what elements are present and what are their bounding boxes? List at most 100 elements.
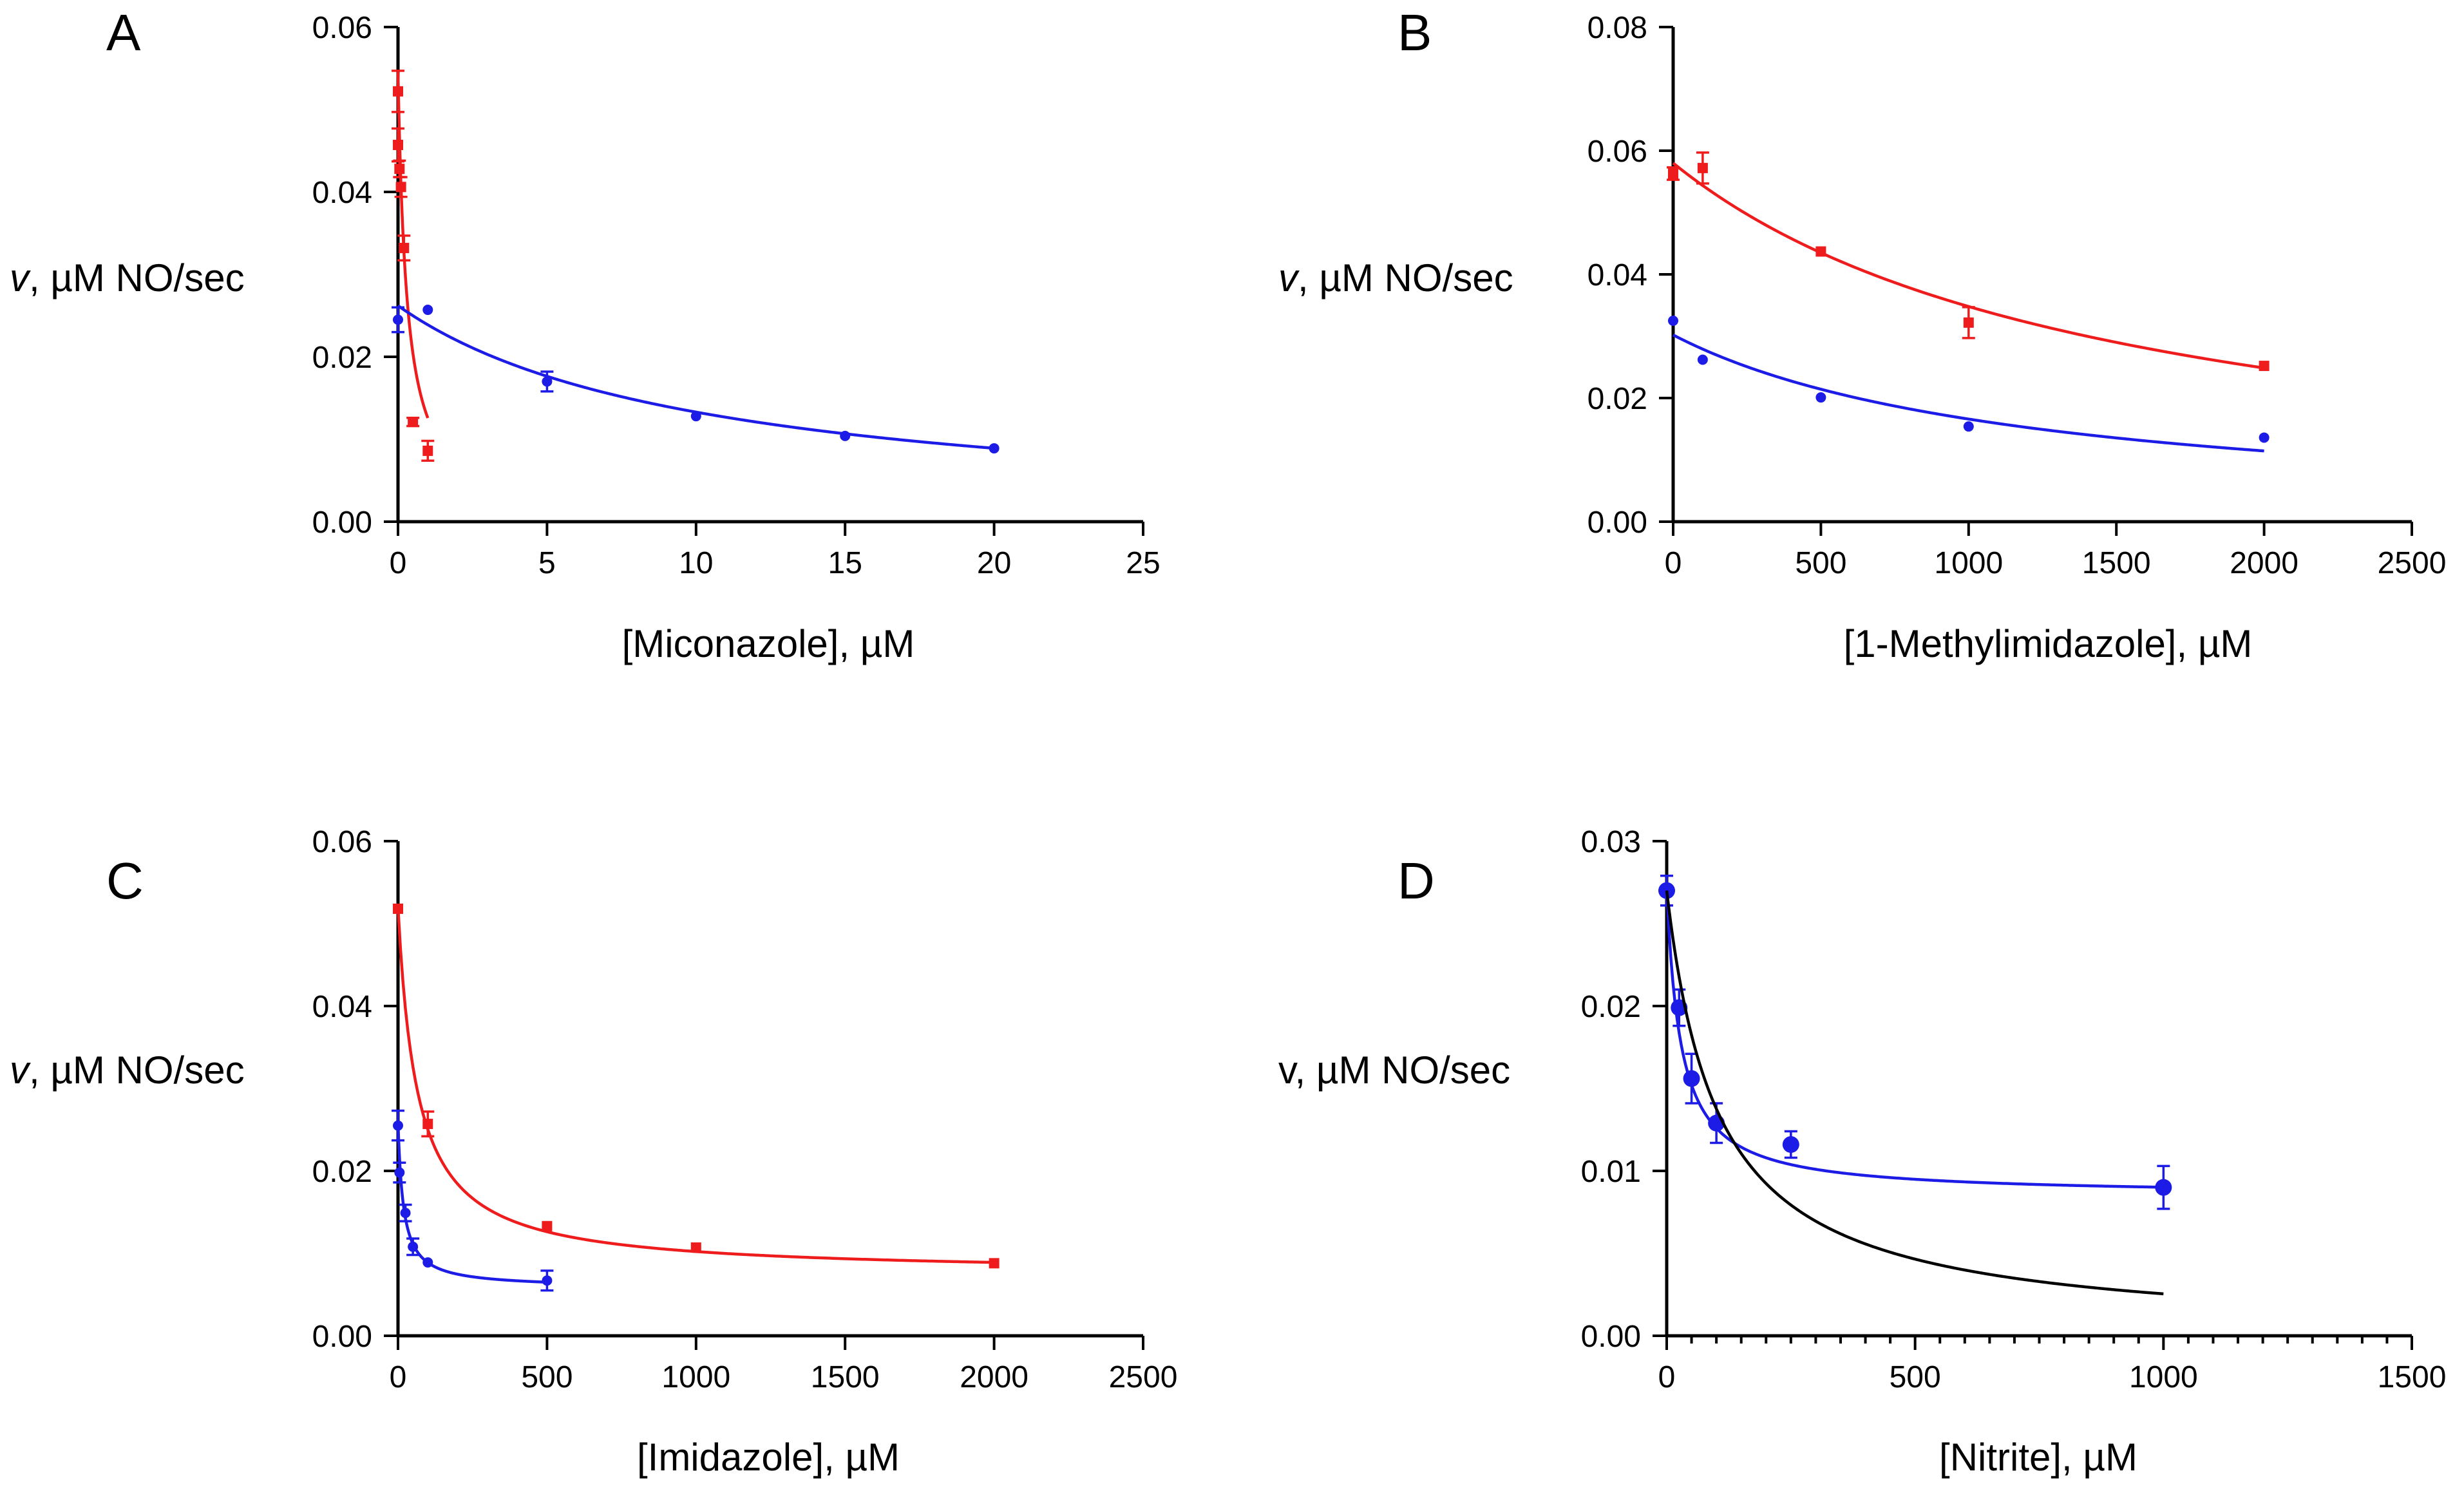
data-point-red (1697, 162, 1708, 173)
data-point-red (422, 1119, 433, 1130)
panel-c: C v, µM NO/sec [Imidazole], µM 0 500 1000 1… (10, 825, 1177, 1479)
x-tick-label: 10 (679, 546, 713, 580)
y-tick-label: 0.00 (312, 1320, 372, 1354)
data-point-blue (2155, 1179, 2172, 1196)
x-tick-label: 1000 (2129, 1360, 2198, 1394)
panel-c-plot-area: 0 500 1000 1500 2000 2500 0.00 0.02 0.04 0.06 (312, 825, 1178, 1394)
x-tick-label: 25 (1126, 546, 1160, 580)
data-point-blue (1782, 1136, 1799, 1154)
panel-a: A v, µM NO/sec [Miconazole], µM 0 5 10 15 20… (10, 4, 1161, 665)
y-tick-label: 0.00 (1581, 1320, 1641, 1354)
data-point-blue (989, 443, 1000, 454)
data-point-red (399, 243, 410, 254)
fit-curve-blue (397, 304, 994, 450)
data-point-red (393, 140, 403, 151)
data-point-red (690, 1242, 701, 1253)
data-point-blue (393, 1120, 403, 1131)
data-point-blue (393, 314, 403, 325)
data-point-blue (394, 1167, 405, 1178)
data-point-blue (422, 1257, 433, 1268)
data-point-red (1668, 168, 1678, 179)
data-point-red (408, 417, 419, 428)
panel-a-letter: A (106, 4, 141, 61)
x-tick-label: 2500 (1109, 1360, 1178, 1394)
y-tick-label: 0.01 (1581, 1155, 1641, 1189)
data-point-blue (1815, 392, 1826, 403)
fit-curve-red (396, 907, 994, 1264)
x-tick-label: 20 (977, 546, 1011, 580)
x-tick-label: 500 (1890, 1360, 1941, 1394)
data-point-blue (690, 411, 701, 422)
fit-curve-blue (396, 1121, 547, 1284)
x-tick-label: 2500 (2378, 546, 2447, 580)
x-tick-label: 2000 (2230, 546, 2298, 580)
x-tick-label: 500 (1795, 546, 1846, 580)
x-tick-label: 1000 (661, 1360, 730, 1394)
y-tick-label: 0.02 (312, 341, 372, 375)
panel-a-plot-area: 0 5 10 15 20 25 0.00 0.02 0.04 0.06 (312, 11, 1161, 580)
y-tick-label: 0.04 (312, 176, 372, 210)
x-tick-label: 0 (390, 1360, 407, 1394)
data-point-red (422, 445, 433, 456)
data-point-blue (1697, 354, 1708, 365)
fit-curve-black (1665, 890, 2164, 1296)
data-point-blue (542, 376, 553, 387)
fit-curve-blue (1665, 887, 2164, 1189)
panel-a-x-axis-label: [Miconazole], µM (622, 622, 915, 665)
y-tick-label: 0.08 (1587, 11, 1647, 45)
panel-d-plot-area: 0 500 1000 1500 0.00 0.01 0.02 0.03 (1581, 825, 2447, 1394)
panel-d: D v, µM NO/sec [Nitrite], µM 0 500 1000 150… (1278, 825, 2446, 1479)
data-point-blue (840, 430, 851, 441)
data-point-red (1963, 317, 1974, 328)
y-tick-label: 0.06 (1587, 135, 1647, 169)
x-tick-label: 1500 (2082, 546, 2151, 580)
x-tick-label: 5 (538, 546, 556, 580)
panel-b-letter: B (1398, 4, 1432, 61)
data-point-red (393, 86, 403, 97)
x-tick-label: 1500 (811, 1360, 880, 1394)
x-tick-label: 2000 (960, 1360, 1028, 1394)
data-point-blue (400, 1208, 411, 1219)
x-tick-label: 0 (1665, 546, 1682, 580)
data-point-red (393, 903, 403, 914)
x-tick-label: 0 (390, 546, 407, 580)
x-tick-label: 1500 (2378, 1360, 2447, 1394)
data-point-red (989, 1258, 1000, 1269)
y-tick-label: 0.02 (1581, 990, 1641, 1024)
data-point-blue (1683, 1070, 1700, 1087)
data-point-blue (1963, 421, 1974, 432)
data-point-red (394, 164, 405, 175)
panel-d-y-axis-label: v, µM NO/sec (1278, 1049, 1510, 1092)
y-tick-label: 0.00 (312, 506, 372, 540)
y-tick-label: 0.04 (312, 990, 372, 1024)
panel-b-plot-area: 0 500 1000 1500 2000 2500 0.00 0.02 0.04 0.06 0.08 (1587, 11, 2447, 580)
fit-curve-red (396, 72, 430, 419)
data-point-blue (408, 1241, 419, 1252)
data-point-red (2259, 361, 2270, 372)
panel-c-y-axis-label: v, µM NO/sec (10, 1049, 245, 1092)
panel-c-letter: C (106, 852, 144, 909)
y-tick-label: 0.00 (1587, 506, 1647, 540)
data-point-blue (542, 1275, 553, 1286)
y-tick-label: 0.03 (1581, 825, 1641, 859)
y-tick-label: 0.04 (1587, 258, 1647, 292)
data-point-blue (422, 305, 433, 316)
data-point-blue (1668, 316, 1678, 326)
panel-b-y-axis-label: v, µM NO/sec (1278, 256, 1513, 299)
data-point-red (1815, 246, 1826, 257)
panel-b: B v, µM NO/sec [1-Methylimidazole], µM 0… (1278, 4, 2446, 665)
data-point-red (395, 182, 406, 193)
x-tick-label: 15 (828, 546, 862, 580)
x-tick-label: 0 (1658, 1360, 1676, 1394)
x-tick-label: 500 (521, 1360, 573, 1394)
data-point-blue (2259, 432, 2270, 443)
panel-c-x-axis-label: [Imidazole], µM (637, 1436, 900, 1479)
fit-curve-blue (1672, 334, 2264, 453)
panel-d-x-axis-label: [Nitrite], µM (1939, 1436, 2137, 1479)
panel-b-x-axis-label: [1-Methylimidazole], µM (1844, 622, 2253, 665)
x-tick-label: 1000 (1934, 546, 2003, 580)
y-tick-label: 0.02 (1587, 382, 1647, 416)
y-tick-label: 0.02 (312, 1155, 372, 1189)
panel-a-y-axis-label: v, µM NO/sec (10, 256, 245, 299)
